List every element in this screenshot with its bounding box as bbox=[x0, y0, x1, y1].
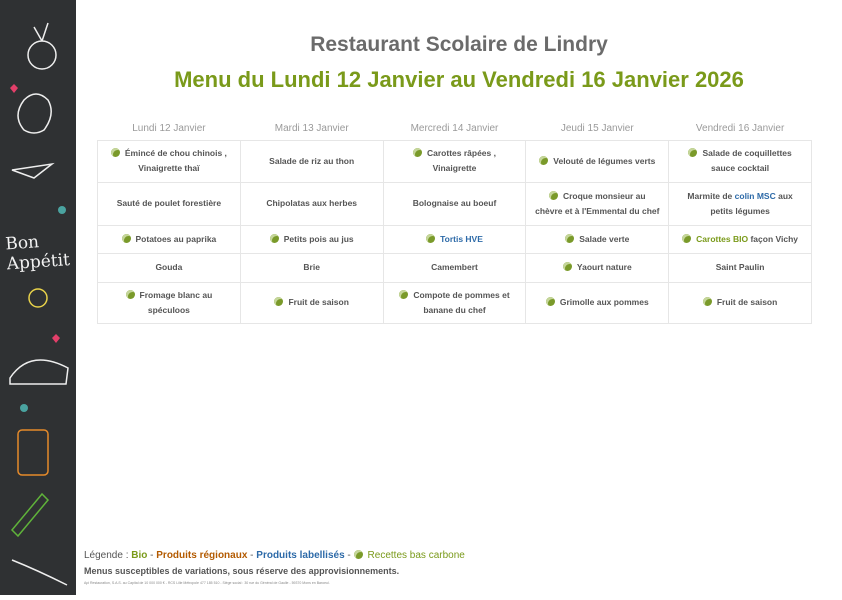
menu-cell: Bolognaise au boeuf bbox=[382, 181, 527, 226]
dish-text: aux petits légumes bbox=[710, 190, 793, 216]
dish-text: Salade verte bbox=[579, 233, 630, 244]
menu-row: Fromage blanc au spéculoos Fruit de saiso… bbox=[97, 281, 812, 324]
menu-cell: Fromage blanc au spéculoos bbox=[97, 281, 241, 324]
low-carbon-icon bbox=[562, 262, 572, 271]
low-carbon-icon bbox=[269, 233, 279, 243]
legend: Légende : Bio - Produits régionaux - Pro… bbox=[84, 550, 465, 561]
menu-cell: Compote de pommes et banane du chef bbox=[382, 281, 527, 324]
chalkboard-sidebar: Bon Appétit bbox=[0, 0, 76, 595]
fine-print: Api Restauration, S.A.S. au Capital de 1… bbox=[84, 581, 330, 585]
menu-cell: Fruit de saison bbox=[239, 281, 384, 324]
bon-appetit-text: Bon Appétit bbox=[4, 232, 71, 275]
dish-text: Tortis HVE bbox=[440, 233, 483, 244]
dish-text: Compote de pommes et banane du chef bbox=[413, 289, 510, 315]
dish-text: Velouté de légumes verts bbox=[553, 155, 656, 166]
low-carbon-icon bbox=[121, 233, 131, 243]
day-header: Jeudi 15 Janvier bbox=[560, 122, 634, 134]
menu-row: Émincé de chou chinois , Vinaigrette tha… bbox=[97, 139, 812, 183]
low-carbon-icon bbox=[548, 190, 558, 200]
low-carbon-icon bbox=[426, 233, 436, 243]
menu-cell: Sauté de poulet forestière bbox=[97, 181, 241, 226]
legend-separator: - bbox=[247, 550, 257, 561]
menu-cell: Fruit de saison bbox=[668, 281, 812, 324]
availability-note: Menus susceptibles de variations, sous r… bbox=[84, 566, 400, 576]
dish-text: Fromage blanc au spéculoos bbox=[139, 289, 213, 315]
dish-text: Saint Paulin bbox=[715, 262, 765, 272]
menu-row: Sauté de poulet forestière Chipolatas aux… bbox=[97, 181, 812, 226]
dish-text: Salade de coquillettes sauce cocktail bbox=[702, 148, 792, 173]
low-carbon-icon bbox=[539, 155, 549, 165]
low-carbon-icon bbox=[545, 297, 555, 306]
menu-cell: Croque monsieur au chèvre et à l'Emmenta… bbox=[525, 181, 670, 226]
legend-separator: - bbox=[147, 550, 157, 561]
dish-text: Bolognaise au boeuf bbox=[412, 198, 497, 208]
menu-cell: Tortis HVE bbox=[382, 224, 527, 254]
low-carbon-icon bbox=[110, 148, 120, 157]
menu-cell: Yaourt nature bbox=[525, 252, 670, 283]
dish-text: Chipolatas aux herbes bbox=[266, 198, 358, 208]
menu-week-title: Menu du Lundi 12 Janvier au Vendredi 16 … bbox=[174, 67, 744, 92]
menu-cell: Gouda bbox=[97, 252, 241, 283]
dish-text: Salade de riz au thon bbox=[269, 155, 355, 166]
dish-text: Yaourt nature bbox=[576, 262, 632, 272]
page-title: Restaurant Scolaire de Lindry bbox=[310, 33, 608, 56]
menu-cell: Camembert bbox=[382, 252, 527, 283]
dish-text: Camembert bbox=[431, 262, 478, 272]
dish-text: Petits pois au jus bbox=[283, 233, 354, 244]
legend-labelled: Produits labellisés bbox=[256, 550, 345, 561]
dish-text: colin MSC bbox=[734, 190, 776, 201]
menu-cell: Carottes BIO façon Vichy bbox=[668, 224, 812, 254]
dish-text: Potatoes au paprika bbox=[135, 233, 217, 244]
menu-cell: Velouté de légumes verts bbox=[525, 139, 670, 183]
menu-cell: Salade de riz au thon bbox=[239, 139, 384, 183]
low-carbon-icon bbox=[413, 148, 422, 157]
dish-text: Sauté de poulet forestière bbox=[116, 198, 222, 208]
legend-bio: Bio bbox=[131, 550, 148, 561]
day-header: Vendredi 16 Janvier bbox=[695, 122, 785, 134]
day-header: Lundi 12 Janvier bbox=[132, 122, 206, 134]
dish-text: Gouda bbox=[155, 262, 183, 272]
chalk-doodles-icon bbox=[9, 22, 69, 586]
day-header: Mardi 13 Janvier bbox=[274, 122, 349, 134]
menu-row: Gouda Brie Camembert Yaourt nature Saint Pau… bbox=[97, 252, 812, 283]
menu-cell: Saint Paulin bbox=[668, 252, 812, 283]
day-header: Mercredi 14 Janvier bbox=[410, 122, 499, 134]
legend-regional: Produits régionaux bbox=[156, 550, 248, 561]
dish-text: Grimolle aux pommes bbox=[559, 297, 649, 307]
legend-label: Légende : bbox=[84, 550, 132, 561]
menu-row: Potatoes au paprika Petits pois au jus Tor… bbox=[97, 224, 812, 254]
low-carbon-icon bbox=[353, 550, 363, 559]
menu-cell: Salade verte bbox=[525, 224, 670, 254]
menu-table: Lundi 12 Janvier Mardi 13 Janvier Mercredi… bbox=[97, 117, 812, 324]
menu-cell: Grimolle aux pommes bbox=[525, 281, 670, 324]
legend-separator: - bbox=[344, 550, 354, 561]
menu-cell: Salade de coquillettes sauce cocktail bbox=[668, 139, 812, 183]
menu-cell: Brie bbox=[239, 252, 384, 283]
dish-text: Carottes BIO bbox=[696, 233, 749, 244]
dish-text: façon Vichy bbox=[748, 233, 799, 244]
dish-text: Fruit de saison bbox=[716, 297, 778, 307]
menu-cell: Carottes râpées , Vinaigrette bbox=[382, 139, 527, 183]
low-carbon-icon bbox=[682, 233, 692, 243]
menu-cell: Potatoes au paprika bbox=[97, 224, 241, 254]
dish-text: Marmite de bbox=[687, 190, 735, 201]
dish-text: Brie bbox=[303, 262, 320, 272]
low-carbon-icon bbox=[688, 148, 698, 157]
menu-cell: Émincé de chou chinois , Vinaigrette tha… bbox=[97, 139, 241, 183]
low-carbon-icon bbox=[274, 297, 284, 306]
low-carbon-icon bbox=[399, 289, 409, 299]
low-carbon-icon bbox=[702, 297, 712, 306]
menu-cell: Petits pois au jus bbox=[239, 224, 384, 254]
menu-cell: Chipolatas aux herbes bbox=[239, 181, 384, 226]
low-carbon-icon bbox=[125, 289, 135, 299]
dish-text: Carottes râpées , Vinaigrette bbox=[427, 148, 496, 173]
dish-text: Émincé de chou chinois , Vinaigrette tha… bbox=[124, 148, 227, 173]
dish-text: Fruit de saison bbox=[288, 297, 349, 307]
dish-text: Croque monsieur au chèvre et à l'Emmenta… bbox=[535, 190, 660, 216]
low-carbon-icon bbox=[565, 233, 575, 243]
legend-low-carbon: Recettes bas carbone bbox=[367, 550, 465, 561]
menu-cell: Marmite de colin MSC aux petits légumes bbox=[668, 181, 812, 226]
